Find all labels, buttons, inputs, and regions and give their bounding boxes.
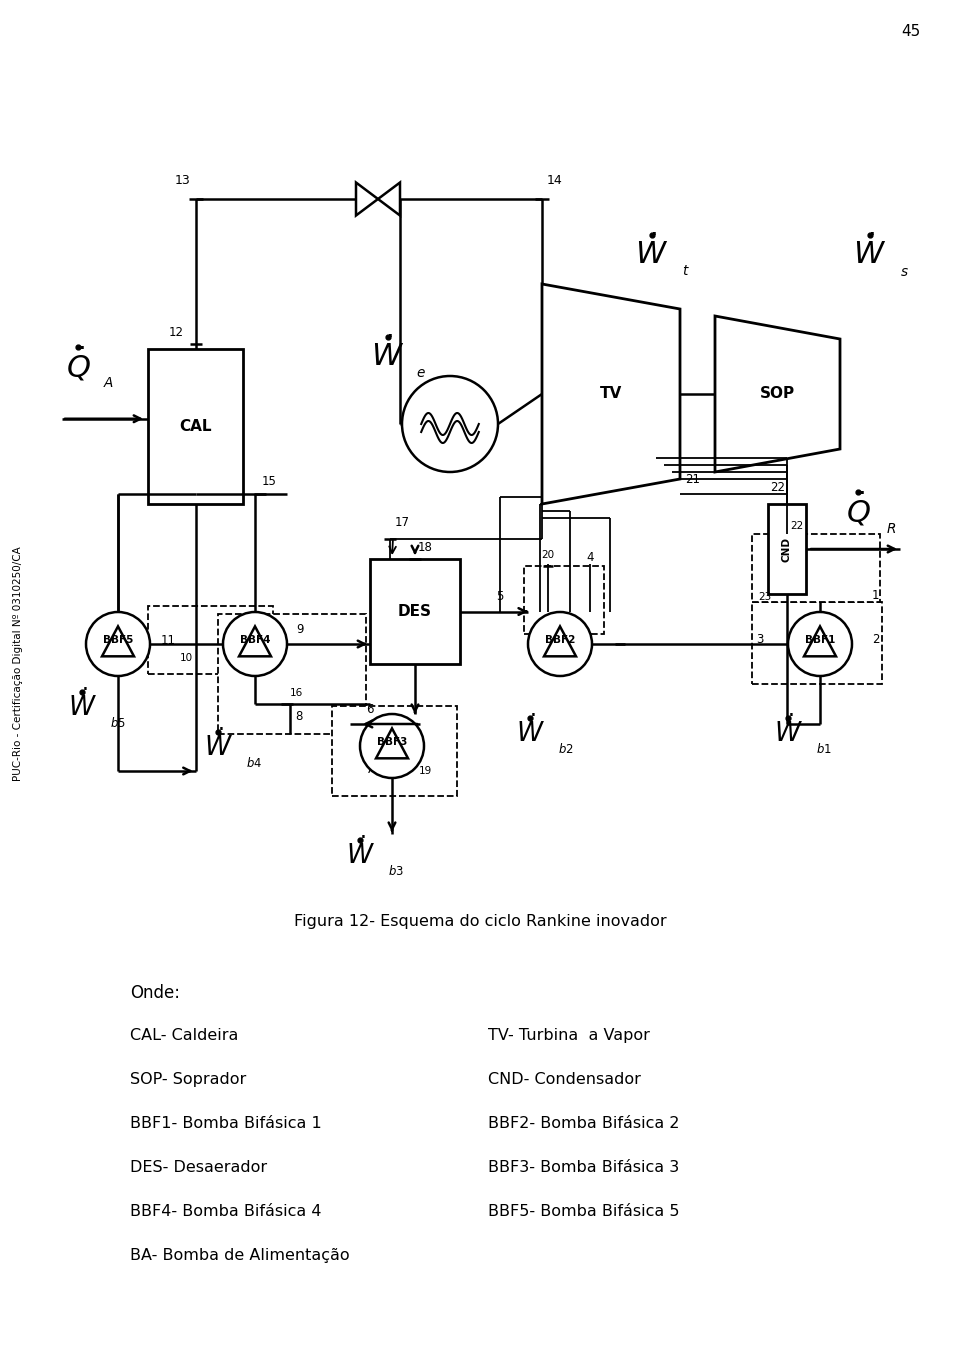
Text: CAL- Caldeira: CAL- Caldeira xyxy=(130,1028,238,1043)
Circle shape xyxy=(528,612,592,677)
Text: 1: 1 xyxy=(872,589,879,602)
Text: $\dot{Q}$: $\dot{Q}$ xyxy=(65,344,90,383)
Bar xyxy=(752,533,880,602)
Text: SOP- Soprador: SOP- Soprador xyxy=(130,1072,247,1087)
Text: $\dot{W}$: $\dot{W}$ xyxy=(372,336,404,372)
Text: BBF4: BBF4 xyxy=(240,636,271,645)
Text: TV- Turbina  a Vapor: TV- Turbina a Vapor xyxy=(488,1028,650,1043)
Text: $_t$: $_t$ xyxy=(682,259,690,278)
Text: 9: 9 xyxy=(297,623,303,636)
Text: $\dot{Q}$: $\dot{Q}$ xyxy=(846,490,871,528)
Polygon shape xyxy=(376,728,408,758)
Text: Onde:: Onde: xyxy=(130,983,180,1003)
Text: 21: 21 xyxy=(685,473,700,486)
Text: $_s$: $_s$ xyxy=(900,259,909,278)
Text: BBF2- Bomba Bifásica 2: BBF2- Bomba Bifásica 2 xyxy=(488,1116,680,1131)
Text: 20: 20 xyxy=(541,550,555,561)
Polygon shape xyxy=(804,626,836,656)
Text: BBF4- Bomba Bifásica 4: BBF4- Bomba Bifásica 4 xyxy=(130,1204,322,1219)
Text: $_{b3}$: $_{b3}$ xyxy=(388,859,404,878)
Text: $\dot{W}$: $\dot{W}$ xyxy=(516,716,544,747)
Bar xyxy=(752,602,882,683)
Text: $_A$: $_A$ xyxy=(103,371,114,390)
Text: DES: DES xyxy=(398,604,432,619)
Text: SOP: SOP xyxy=(760,386,795,401)
Text: 14: 14 xyxy=(547,175,563,187)
Text: 22: 22 xyxy=(770,481,785,494)
Text: Figura 12- Esquema do ciclo Rankine inovador: Figura 12- Esquema do ciclo Rankine inov… xyxy=(294,914,666,929)
Text: 16: 16 xyxy=(289,687,302,698)
Text: BBF1: BBF1 xyxy=(804,636,835,645)
Text: 3: 3 xyxy=(756,633,763,647)
Text: 13: 13 xyxy=(175,175,190,187)
Text: BBF1- Bomba Bifásica 1: BBF1- Bomba Bifásica 1 xyxy=(130,1116,322,1131)
Text: $_{b4}$: $_{b4}$ xyxy=(246,752,262,771)
Circle shape xyxy=(788,612,852,677)
Text: 8: 8 xyxy=(295,711,302,723)
Text: BA- Bomba de Alimentação: BA- Bomba de Alimentação xyxy=(130,1248,349,1263)
Text: BBF5- Bomba Bifásica 5: BBF5- Bomba Bifásica 5 xyxy=(488,1204,680,1219)
Text: 4: 4 xyxy=(587,551,593,563)
Bar xyxy=(370,559,460,664)
Text: PUC-Rio - Certificação Digital Nº 0310250/CA: PUC-Rio - Certificação Digital Nº 031025… xyxy=(13,547,23,782)
Text: CND- Condensador: CND- Condensador xyxy=(488,1072,641,1087)
Text: 17: 17 xyxy=(395,516,410,529)
Text: $_e$: $_e$ xyxy=(416,361,426,381)
Text: $\dot{W}$: $\dot{W}$ xyxy=(204,730,232,762)
Text: $\dot{W}$: $\dot{W}$ xyxy=(636,235,668,270)
Text: $\dot{W}$: $\dot{W}$ xyxy=(67,690,96,722)
Text: 5: 5 xyxy=(496,591,504,603)
Text: 19: 19 xyxy=(419,767,432,776)
Text: $\dot{W}$: $\dot{W}$ xyxy=(346,837,374,870)
Polygon shape xyxy=(239,626,271,656)
Polygon shape xyxy=(356,183,378,216)
Bar xyxy=(524,566,604,634)
Bar xyxy=(148,349,243,505)
Text: 7: 7 xyxy=(367,762,373,776)
Text: 23: 23 xyxy=(758,592,771,602)
Text: 18: 18 xyxy=(418,542,433,554)
Bar xyxy=(218,614,366,734)
Bar xyxy=(332,707,457,797)
Text: 10: 10 xyxy=(180,653,193,663)
Text: $\dot{W}$: $\dot{W}$ xyxy=(774,716,803,747)
Text: 2: 2 xyxy=(872,633,879,647)
Text: BBF2: BBF2 xyxy=(545,636,575,645)
Text: $_R$: $_R$ xyxy=(886,517,897,536)
Circle shape xyxy=(402,376,498,472)
Text: DES- Desaerador: DES- Desaerador xyxy=(130,1159,267,1174)
Text: CND: CND xyxy=(782,536,792,562)
Text: 22: 22 xyxy=(790,521,804,531)
Text: BBF5: BBF5 xyxy=(103,636,133,645)
Text: 15: 15 xyxy=(262,475,276,488)
Circle shape xyxy=(360,713,424,777)
Polygon shape xyxy=(544,626,576,656)
Text: 12: 12 xyxy=(169,326,183,340)
Polygon shape xyxy=(542,284,680,505)
Text: TV: TV xyxy=(600,386,622,401)
Text: BBF3- Bomba Bifásica 3: BBF3- Bomba Bifásica 3 xyxy=(488,1159,680,1174)
Bar xyxy=(768,505,806,593)
Text: $_{b1}$: $_{b1}$ xyxy=(816,738,832,756)
Circle shape xyxy=(86,612,150,677)
Text: $\dot{W}$: $\dot{W}$ xyxy=(853,235,886,270)
Text: 45: 45 xyxy=(900,25,920,40)
Text: BBF3: BBF3 xyxy=(377,737,407,747)
Polygon shape xyxy=(378,183,400,216)
Bar xyxy=(148,606,273,674)
Polygon shape xyxy=(102,626,134,656)
Text: $_{b2}$: $_{b2}$ xyxy=(558,738,574,756)
Circle shape xyxy=(223,612,287,677)
Text: 11: 11 xyxy=(160,633,176,647)
Text: $_{b5}$: $_{b5}$ xyxy=(110,712,126,730)
Text: CAL: CAL xyxy=(180,419,212,434)
Polygon shape xyxy=(715,316,840,472)
Text: 6: 6 xyxy=(367,702,373,716)
